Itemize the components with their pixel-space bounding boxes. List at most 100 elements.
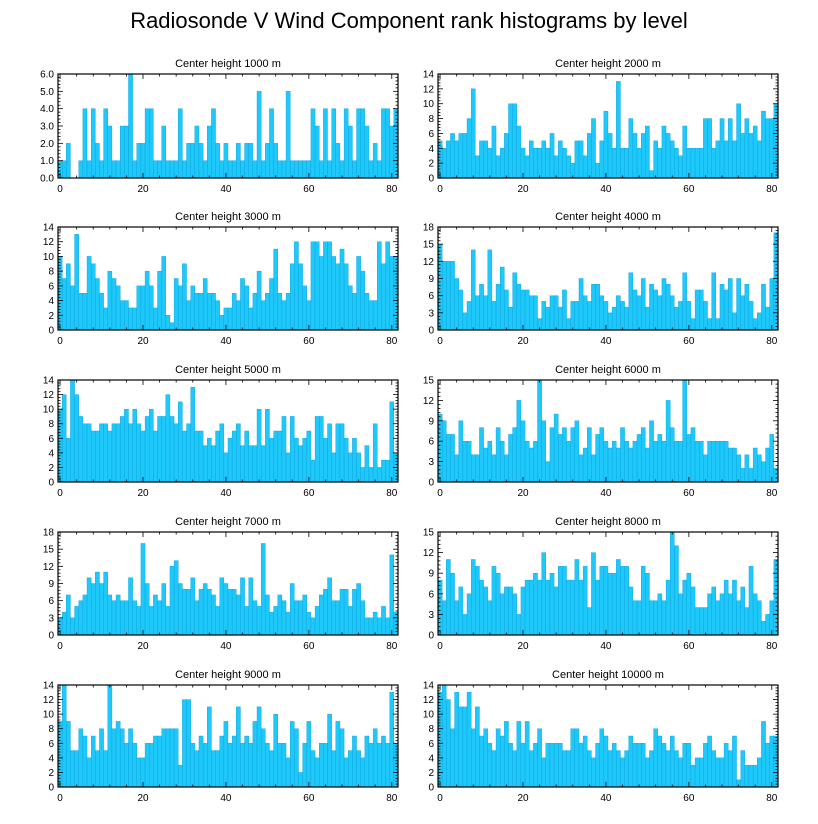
histogram-bar	[377, 241, 382, 331]
histogram-bar	[343, 589, 349, 636]
histogram-bar	[207, 706, 212, 788]
histogram-bar	[211, 750, 216, 788]
histogram-bar	[294, 600, 299, 636]
histogram-bar	[470, 559, 476, 636]
histogram-bar	[66, 594, 71, 636]
histogram-bar	[437, 243, 443, 331]
histogram-panel-1: Center height 1000 m 0.0 1.0 2.0 3.0 4.0 5.0 6.…	[40, 58, 399, 195]
x-tick-label: 20	[517, 488, 529, 499]
y-tick-label: 10	[423, 710, 435, 721]
histogram-bar	[269, 108, 274, 179]
histogram-bar	[545, 579, 551, 636]
y-tick-label: 2	[48, 768, 54, 779]
histogram-bar	[441, 684, 447, 788]
histogram-bar	[558, 434, 563, 483]
y-tick-label: 12	[423, 84, 435, 95]
histogram-panel-5: Center height 5000 m 0 2 4 6 8 10 12 14 0 20 40 60 80	[43, 364, 399, 499]
histogram-bar	[260, 300, 266, 331]
histogram-bar	[323, 108, 328, 179]
histogram-bar	[219, 577, 225, 636]
histogram-bar	[740, 468, 746, 483]
histogram-bar	[86, 423, 92, 483]
histogram-bar	[450, 133, 455, 179]
histogram-bar	[611, 441, 617, 483]
x-tick-label: 40	[220, 641, 232, 652]
histogram-bar	[377, 160, 382, 179]
histogram-bar	[356, 256, 361, 331]
y-tick-label: 2	[48, 311, 54, 322]
histogram-bar	[281, 160, 287, 179]
histogram-bar	[153, 307, 158, 331]
histogram-bar	[202, 278, 208, 331]
plot-frame	[57, 684, 399, 788]
histogram-bar	[582, 447, 588, 483]
histogram-bar	[269, 611, 274, 636]
histogram-bar	[495, 284, 501, 331]
histogram-bar	[335, 423, 341, 483]
histogram-bar	[78, 293, 84, 331]
histogram-bar	[323, 743, 328, 788]
histogram-bar	[711, 148, 717, 179]
histogram-bar	[136, 143, 142, 179]
histogram-bar	[119, 300, 125, 331]
histogram-bar	[298, 445, 303, 483]
histogram-bar	[124, 743, 129, 788]
histogram-bar	[70, 285, 75, 331]
histogram-bar	[483, 728, 488, 788]
y-tick-label: 3	[428, 457, 434, 468]
histogram-bar	[132, 743, 137, 788]
y-tick-label: 14	[423, 681, 435, 692]
histogram-bar	[470, 728, 476, 788]
y-tick-label: 12	[43, 695, 55, 706]
histogram-bar	[331, 750, 337, 788]
histogram-bar	[553, 586, 559, 636]
x-tick-label: 40	[220, 336, 232, 347]
histogram-bar	[281, 416, 287, 483]
histogram-bar	[368, 617, 374, 636]
histogram-panel-6: Center height 6000 m 0 3 6 9 12 15 0 20 40 60 80	[423, 364, 779, 499]
histogram-bar	[252, 160, 258, 179]
histogram-bar	[719, 441, 725, 483]
histogram-bar	[591, 118, 596, 179]
histogram-bar	[348, 750, 353, 788]
x-tick-label: 20	[137, 641, 149, 652]
x-tick-label: 20	[517, 793, 529, 804]
histogram-bar	[57, 408, 63, 483]
histogram-bar	[211, 594, 216, 636]
histogram-bar	[352, 160, 357, 179]
x-tick-label: 40	[600, 184, 612, 195]
histogram-bar	[95, 571, 100, 636]
histogram-bar	[682, 579, 687, 636]
histogram-bar	[215, 430, 220, 483]
histogram-bar	[454, 692, 459, 788]
y-tick-label: 2	[48, 463, 54, 474]
histogram-bar	[231, 589, 237, 636]
histogram-bar	[645, 447, 650, 483]
histogram-bar	[314, 606, 320, 636]
histogram-bar	[381, 735, 386, 788]
histogram-bar	[446, 434, 451, 483]
histogram-bar	[269, 750, 274, 788]
histogram-bar	[298, 160, 303, 179]
histogram-bar	[491, 750, 497, 788]
histogram-bar	[66, 438, 71, 483]
histogram-bar	[343, 438, 349, 483]
histogram-bar	[144, 416, 150, 483]
histogram-bar	[499, 148, 505, 179]
histogram-bar	[248, 307, 254, 331]
histogram-bar	[393, 743, 399, 788]
histogram-bar	[389, 554, 395, 636]
histogram-bar	[491, 301, 497, 331]
histogram-bar	[99, 160, 104, 179]
x-tick-label: 0	[57, 336, 63, 347]
histogram-bar	[744, 284, 750, 331]
y-tick-label: 0	[428, 326, 434, 337]
histogram-bar	[728, 118, 733, 179]
histogram-bar	[372, 143, 378, 179]
histogram-bar	[653, 600, 658, 636]
histogram-bar	[248, 743, 254, 788]
histogram-bar	[454, 454, 459, 483]
histogram-bar	[256, 606, 262, 636]
histogram-bar	[343, 263, 349, 331]
histogram-bar	[491, 566, 497, 636]
